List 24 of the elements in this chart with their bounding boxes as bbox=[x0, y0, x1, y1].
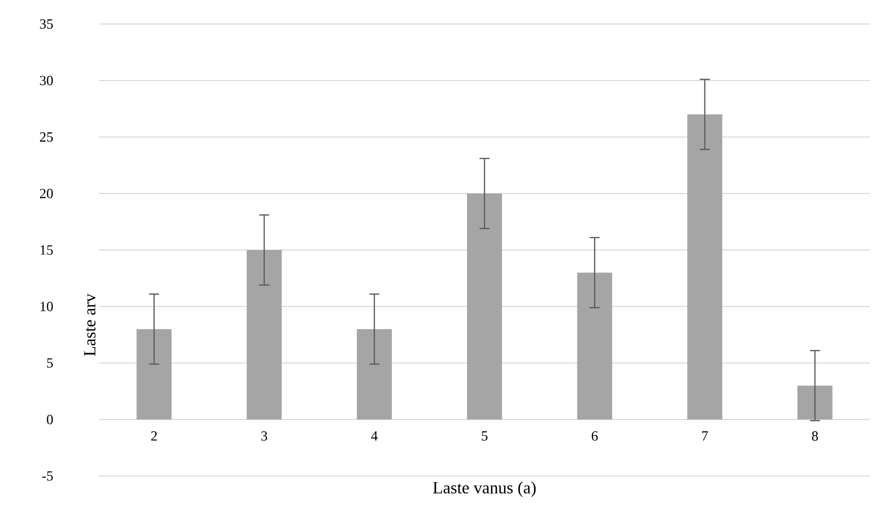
x-tick-label: 8 bbox=[812, 431, 818, 441]
y-tick-label: 30 bbox=[40, 76, 53, 86]
x-tick-label: 6 bbox=[592, 431, 598, 441]
bar bbox=[356, 329, 392, 420]
x-tick-label: 7 bbox=[702, 431, 708, 440]
x-axis-title: Laste vanus (a) bbox=[433, 482, 536, 497]
y-tick-label: 0 bbox=[46, 414, 53, 424]
y-tick-label: 5 bbox=[47, 358, 53, 368]
bar bbox=[577, 272, 612, 420]
bar bbox=[136, 329, 172, 420]
y-tick-label: 20 bbox=[40, 188, 53, 198]
x-tick-label: 2 bbox=[151, 431, 157, 441]
bar bbox=[246, 250, 282, 420]
y-axis-title: Laste arv bbox=[84, 294, 96, 356]
y-tick-label: 25 bbox=[40, 132, 53, 142]
y-tick-label: 35 bbox=[40, 19, 53, 29]
y-tick-label: -5 bbox=[42, 471, 53, 481]
y-tick-label: 15 bbox=[40, 245, 53, 255]
bar bbox=[687, 114, 722, 420]
x-tick-label: 5 bbox=[482, 431, 488, 441]
y-tick-label: 10 bbox=[40, 302, 53, 312]
bar bbox=[467, 193, 502, 420]
x-tick-label: 3 bbox=[261, 431, 268, 441]
x-tick-label: 4 bbox=[371, 431, 378, 440]
